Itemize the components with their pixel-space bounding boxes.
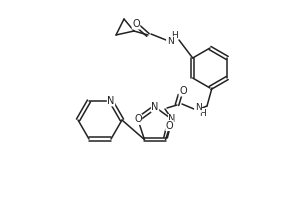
Text: N: N bbox=[151, 102, 159, 112]
Text: N: N bbox=[195, 104, 201, 112]
Text: O: O bbox=[166, 121, 173, 131]
Text: N: N bbox=[107, 96, 115, 106]
Text: N: N bbox=[168, 114, 176, 124]
Text: O: O bbox=[179, 86, 187, 96]
Text: O: O bbox=[134, 114, 142, 124]
Text: H: H bbox=[199, 108, 206, 117]
Text: N: N bbox=[167, 36, 173, 46]
Text: O: O bbox=[132, 19, 140, 29]
Text: H: H bbox=[171, 31, 177, 40]
